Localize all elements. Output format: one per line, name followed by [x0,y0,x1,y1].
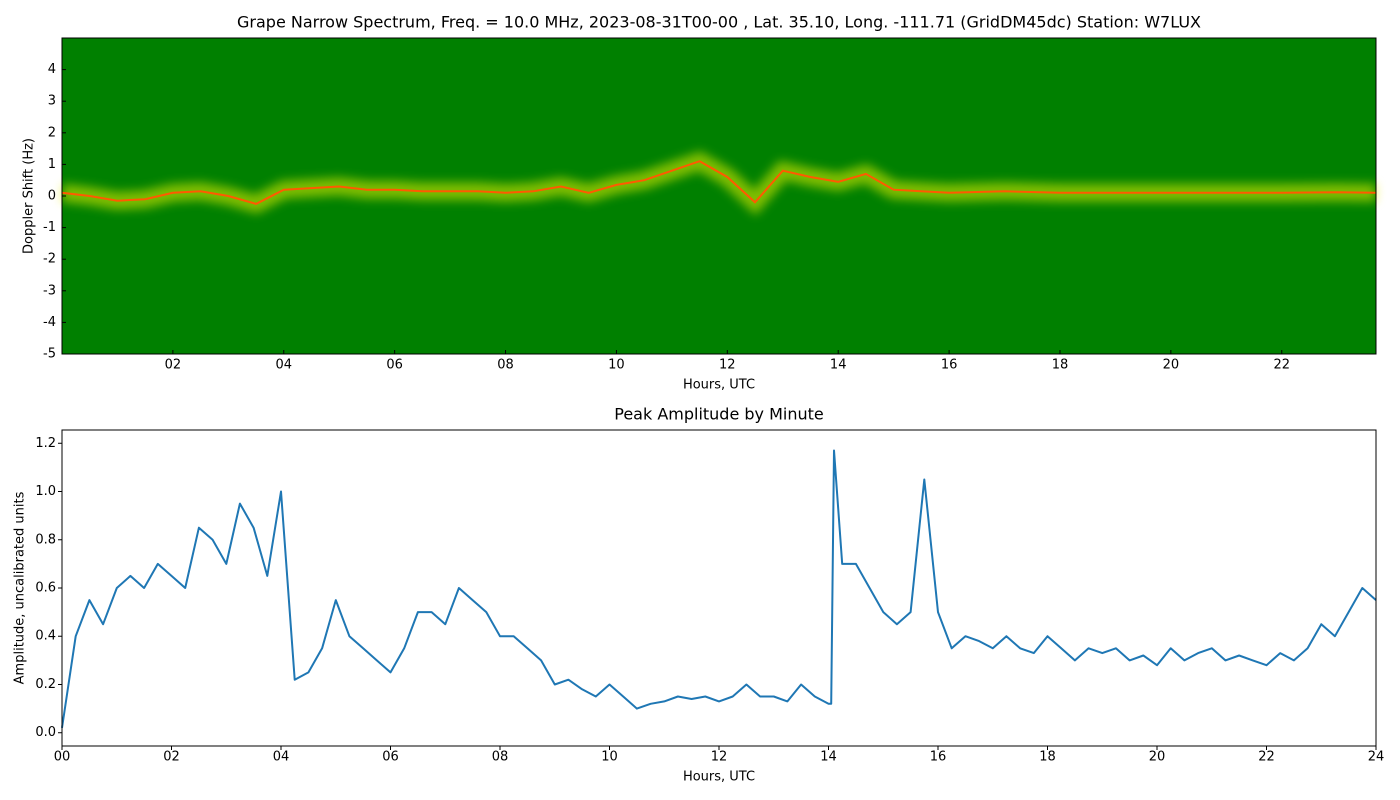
y-tick-label: -1 [43,220,56,235]
x-tick-label: 04 [273,750,290,765]
x-tick-label: 10 [601,750,618,765]
x-tick-label: 12 [719,358,736,373]
plot-frame [61,429,1377,747]
y-tick-label: -4 [43,315,56,330]
y-tick-label: 1 [48,157,56,172]
doppler-trace [61,160,1377,205]
y-axis-label: Amplitude, uncalibrated units [13,491,28,684]
x-tick-label: 16 [941,358,958,373]
x-tick-label: 20 [1149,750,1166,765]
y-tick-label: -5 [43,347,56,362]
x-tick-label: 08 [492,750,509,765]
x-tick-label: 22 [1258,750,1275,765]
x-tick-label: 06 [386,358,403,373]
x-tick-label: 14 [830,358,847,373]
x-tick-label: 08 [497,358,514,373]
x-tick-label: 06 [382,750,399,765]
y-tick-label: 0.2 [35,677,56,692]
y-tick-label: 1.2 [35,436,56,451]
x-tick-label: 02 [165,358,182,373]
y-tick-label: 0.6 [35,581,56,596]
y-tick-label: 3 [48,94,56,109]
y-tick-label: 0 [48,189,56,204]
x-axis-label: Hours, UTC [683,770,755,785]
y-axis-label: Doppler Shift (Hz) [22,138,37,254]
y-tick-label: 1.0 [35,484,56,499]
chart-title: Peak Amplitude by Minute [614,405,824,424]
x-tick-label: 00 [54,750,71,765]
x-tick-label: 04 [275,358,292,373]
x-axis-label: Hours, UTC [683,378,755,393]
x-tick-label: 18 [1052,358,1069,373]
x-tick-label: 20 [1163,358,1180,373]
x-tick-label: 22 [1273,358,1290,373]
x-tick-label: 18 [1039,750,1056,765]
chart-title: Grape Narrow Spectrum, Freq. = 10.0 MHz,… [237,13,1201,32]
amplitude-line [61,449,1377,729]
x-tick-label: 02 [163,750,180,765]
y-tick-label: -3 [43,283,56,298]
y-tick-label: 2 [48,125,56,140]
y-tick-label: 0.8 [35,532,56,547]
x-tick-label: 10 [608,358,625,373]
y-tick-label: -2 [43,252,56,267]
y-tick-label: 0.4 [35,629,56,644]
x-tick-label: 16 [930,750,947,765]
x-tick-label: 14 [820,750,837,765]
y-tick-label: 4 [48,62,56,77]
x-tick-label: 12 [711,750,728,765]
x-tick-label: 24 [1368,750,1385,765]
y-tick-label: 0.0 [35,725,56,740]
